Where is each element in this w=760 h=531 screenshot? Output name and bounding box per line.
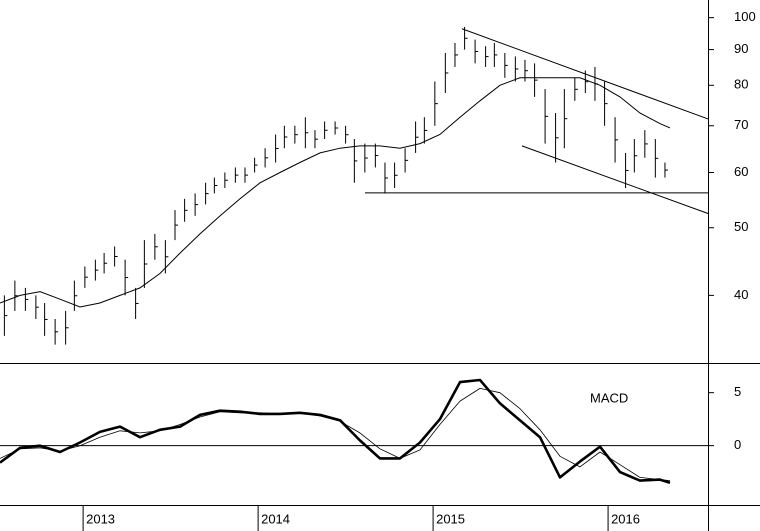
y-tick-label: 90 <box>734 41 748 56</box>
y-tick-label: 100 <box>734 9 756 24</box>
y-tick-label: 60 <box>734 164 748 179</box>
y-tick-label: 80 <box>734 77 748 92</box>
x-tick-label: 2013 <box>86 511 115 526</box>
macd-label: MACD <box>590 390 628 405</box>
trendline <box>521 145 709 214</box>
y-tick-label: 50 <box>734 219 748 234</box>
x-tick-label: 2016 <box>611 511 640 526</box>
trendline <box>461 28 709 120</box>
macd-line <box>0 388 671 481</box>
x-tick-label: 2015 <box>436 511 465 526</box>
y-tick-label: 0 <box>734 437 741 452</box>
y-tick-label: 5 <box>734 384 741 399</box>
x-tick-label: 2014 <box>261 511 290 526</box>
moving-average <box>0 77 671 308</box>
y-tick-label: 40 <box>734 287 748 302</box>
macd-line <box>0 378 671 484</box>
y-tick-label: 70 <box>734 117 748 132</box>
